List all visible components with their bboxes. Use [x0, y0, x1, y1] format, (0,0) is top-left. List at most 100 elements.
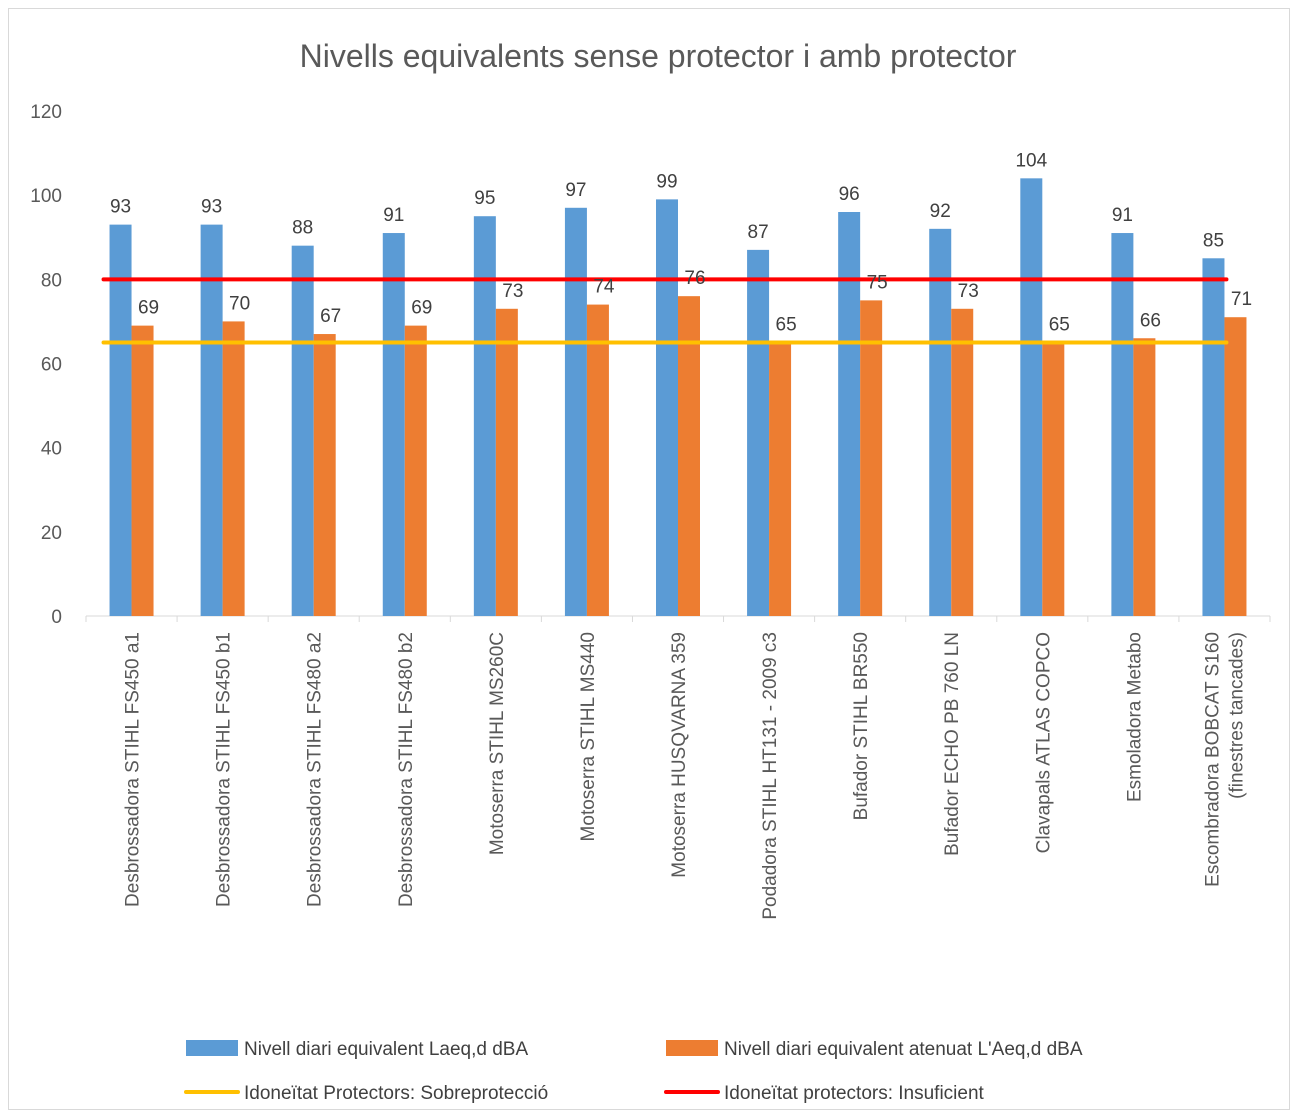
bar-attenuated [678, 296, 700, 616]
y-tick-label: 80 [41, 270, 62, 291]
bar-attenuated [1042, 342, 1065, 616]
bar-attenuated [951, 308, 974, 616]
legend-label: Nivell diari equivalent Laeq,d dBA [244, 1039, 528, 1060]
reference-lines [101, 277, 1229, 345]
data-label: 92 [930, 201, 951, 222]
x-category-text: Bufador STIHL BR550 [851, 632, 872, 820]
bar-attenuated [1224, 317, 1247, 616]
bars [109, 178, 1247, 617]
data-label: 88 [292, 218, 313, 239]
data-label: 91 [383, 205, 404, 226]
bar-attenuated [404, 325, 427, 616]
y-tick-label: 20 [41, 523, 62, 544]
x-category-label: Bufador ECHO PB 760 LN [942, 632, 963, 856]
bar-laeq [564, 207, 587, 616]
data-label: 65 [1049, 314, 1070, 335]
legend-swatch [186, 1040, 238, 1056]
bar-attenuated [860, 300, 883, 616]
data-label: 71 [1231, 289, 1252, 310]
legend-item: Idoneïtat Protectors: Sobreprotecció [184, 1083, 548, 1104]
data-label: 104 [1015, 150, 1047, 171]
data-label: 93 [110, 197, 131, 218]
data-label: 91 [1112, 205, 1133, 226]
x-category-label: Desbrossadora STIHL FS450 a1 [123, 632, 144, 907]
legend-label: Nivell diari equivalent atenuat L'Aeq,d … [724, 1039, 1083, 1060]
x-category-line: Motoserra HUSQVARNA 359 [669, 632, 690, 878]
x-category-text: Bufador ECHO PB 760 LN [942, 632, 963, 856]
x-category-line: Bufador STIHL BR550 [851, 632, 872, 820]
bar-laeq [1111, 233, 1134, 616]
x-category-label: Clavapals ATLAS COPCO [1033, 632, 1054, 853]
data-label: 99 [656, 171, 677, 192]
legend: Nivell diari equivalent Laeq,d dBA Nivell… [184, 1039, 1083, 1104]
data-label: 65 [776, 314, 797, 335]
bar-laeq [656, 199, 678, 616]
x-category-text: Clavapals ATLAS COPCO [1033, 632, 1054, 853]
data-label: 66 [1140, 310, 1161, 331]
x-category-label: Motoserra STIHL MS260C [487, 632, 508, 855]
x-category-text: Esmoladora Metabo [1124, 632, 1145, 802]
x-category-label: Motoserra HUSQVARNA 359 [669, 632, 690, 878]
x-category-line: Escombradora BOBCAT S160 [1202, 632, 1223, 887]
legend-label: Idoneïtat protectors: Insuficient [724, 1083, 985, 1104]
x-category-line: Motoserra STIHL MS440 [578, 632, 599, 841]
x-category-line: Desbrossadora STIHL FS480 b2 [396, 632, 417, 907]
bar-laeq [200, 224, 223, 616]
x-category-text: Escombradora BOBCAT S160 (finestres tanca… [1202, 632, 1247, 887]
x-category-text: Desbrossadora STIHL FS480 b2 [396, 632, 417, 907]
bar-attenuated [495, 308, 518, 616]
data-label: 73 [502, 281, 523, 302]
legend-item: Nivell diari equivalent atenuat L'Aeq,d … [666, 1039, 1083, 1060]
bar-attenuated [586, 304, 609, 616]
data-label: 74 [593, 277, 615, 298]
data-label: 95 [474, 188, 495, 209]
data-label: 96 [839, 184, 860, 205]
x-category-text: Motoserra STIHL MS260C [487, 632, 508, 855]
x-category-label: Podadora STIHL HT131 - 2009 c3 [760, 632, 781, 920]
x-category-label: Desbrossadora STIHL FS480 a2 [305, 632, 326, 907]
x-category-label: Bufador STIHL BR550 [851, 632, 872, 820]
data-label: 97 [565, 180, 586, 201]
x-category-text: Podadora STIHL HT131 - 2009 c3 [760, 632, 781, 920]
data-label: 75 [867, 272, 888, 293]
data-labels: 93 93 88 91 95 97 99 87 96 92 104 91 85 69 70 67 69 73 74 7… [110, 150, 1252, 335]
chart-title: Nivells equivalents sense protector i am… [300, 38, 1017, 74]
bar-attenuated [769, 342, 792, 616]
data-label: 73 [958, 281, 979, 302]
x-category-label: Desbrossadora STIHL FS450 b1 [214, 632, 235, 907]
bar-laeq [1202, 258, 1225, 616]
data-label: 69 [138, 298, 159, 319]
x-category-line: Desbrossadora STIHL FS450 a1 [123, 632, 144, 907]
x-category-text: Desbrossadora STIHL FS450 a1 [123, 632, 144, 907]
data-label: 85 [1203, 230, 1224, 251]
x-category-line: Desbrossadora STIHL FS450 b1 [214, 632, 235, 907]
legend-item: Idoneïtat protectors: Insuficient [664, 1083, 985, 1104]
x-category-label: Desbrossadora STIHL FS480 b2 [396, 632, 417, 907]
bar-laeq [1020, 178, 1043, 617]
x-category-label: Motoserra STIHL MS440 [578, 632, 599, 841]
x-category-label: Escombradora BOBCAT S160 (finestres tanca… [1202, 632, 1247, 887]
bar-laeq [291, 245, 314, 616]
data-label: 76 [684, 268, 705, 289]
y-tick-label: 0 [51, 607, 62, 628]
data-label: 69 [411, 298, 432, 319]
bar-attenuated [222, 321, 245, 616]
y-tick-label: 60 [41, 355, 62, 376]
x-category-text: Motoserra STIHL MS440 [578, 632, 599, 841]
x-category-line: Bufador ECHO PB 760 LN [942, 632, 963, 856]
y-axis: 0 20 40 60 80 100 120 [30, 102, 62, 628]
bar-laeq [382, 233, 405, 616]
legend-label: Idoneïtat Protectors: Sobreprotecció [244, 1083, 548, 1104]
data-label: 87 [748, 222, 769, 243]
legend-item: Nivell diari equivalent Laeq,d dBA [186, 1039, 528, 1060]
data-label: 67 [320, 306, 341, 327]
x-category-text: Desbrossadora STIHL FS450 b1 [214, 632, 235, 907]
x-category-text: Motoserra HUSQVARNA 359 [669, 632, 690, 878]
x-category-text: Desbrossadora STIHL FS480 a2 [305, 632, 326, 907]
x-category-label: Esmoladora Metabo [1124, 632, 1145, 802]
x-category-line: Motoserra STIHL MS260C [487, 632, 508, 855]
bar-laeq [747, 249, 770, 616]
x-category-line: Podadora STIHL HT131 - 2009 c3 [760, 632, 781, 920]
y-tick-label: 40 [41, 439, 62, 460]
y-tick-label: 100 [30, 186, 62, 207]
